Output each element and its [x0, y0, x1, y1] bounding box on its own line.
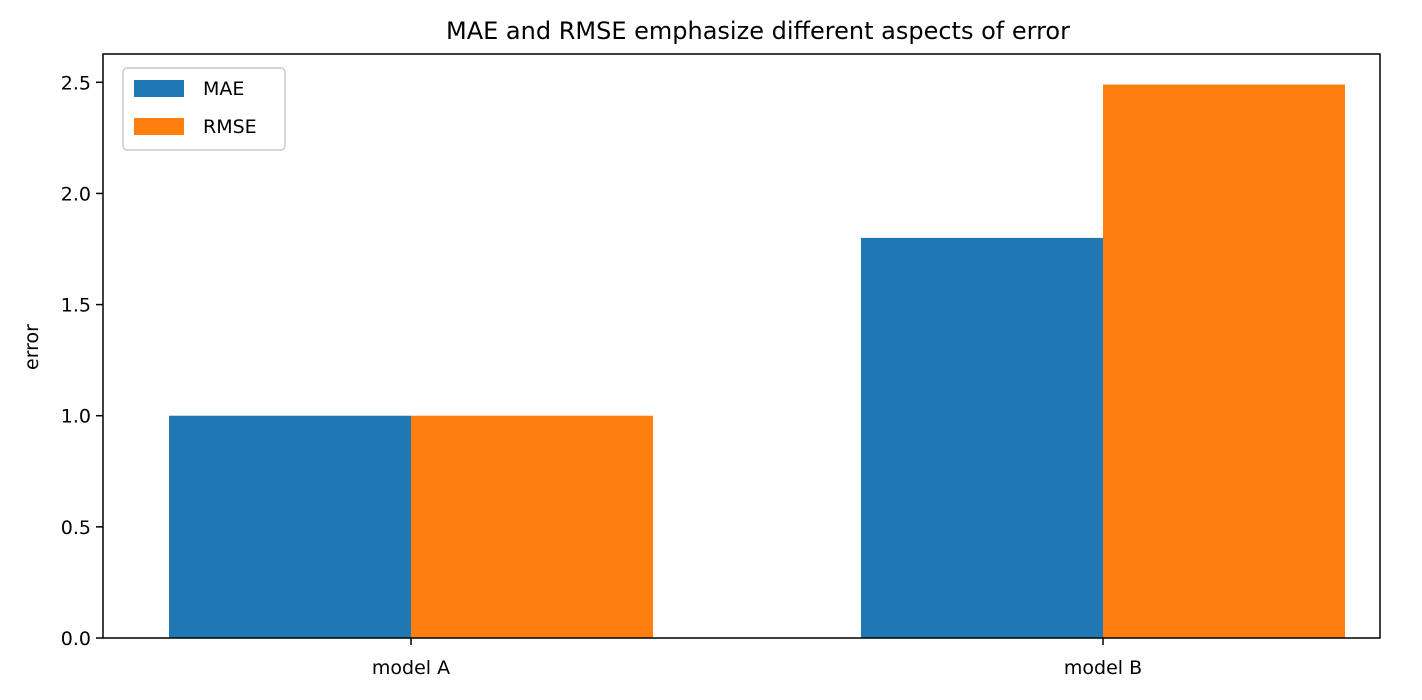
bar-mae-model-b: [861, 237, 1103, 638]
legend-label-rmse: RMSE: [203, 116, 257, 138]
x-tick-label: model B: [1064, 657, 1142, 679]
legend-label-mae: MAE: [203, 78, 244, 100]
bar-mae-model-a: [169, 415, 411, 638]
legend-swatch-rmse: [134, 118, 184, 135]
bar-rmse-model-b: [1103, 84, 1345, 639]
y-tick-label: 1.5: [61, 295, 91, 317]
y-tick-label: 2.0: [61, 183, 91, 205]
y-tick-label: 0.5: [61, 517, 91, 539]
chart-title: MAE and RMSE emphasize different aspects…: [446, 17, 1070, 45]
y-tick-label: 2.5: [61, 72, 91, 94]
legend: MAE RMSE: [122, 67, 286, 151]
x-tick-label: model A: [372, 657, 450, 679]
plot-frame: [102, 53, 1381, 639]
y-axis-label: error: [21, 324, 43, 370]
y-tick-label: 1.0: [61, 406, 91, 428]
legend-swatch-mae: [134, 80, 184, 97]
axes-layer: 0.0 0.5 1.0 1.5 2.0 2.5 model A model B: [61, 53, 1381, 679]
bar-rmse-model-a: [411, 415, 653, 638]
y-tick-label: 0.0: [61, 628, 91, 650]
bars-layer: [169, 84, 1345, 639]
